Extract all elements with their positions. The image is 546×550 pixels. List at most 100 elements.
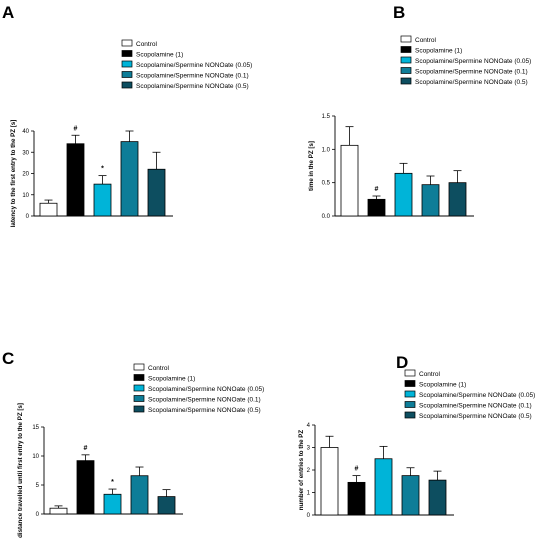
significance-mark: #	[375, 186, 379, 193]
y-tick-label: 10	[22, 193, 29, 199]
panel-letter: B	[393, 3, 405, 22]
bar	[374, 458, 393, 516]
legend-swatch	[400, 67, 412, 74]
y-axis-label: time in the PZ [s]	[308, 141, 315, 191]
y-tick-label: 0.0	[322, 214, 331, 220]
bar	[93, 183, 112, 217]
bar	[320, 447, 339, 516]
legend-entry: Scopolamine/Spermine NONOate (0.1)	[419, 403, 532, 410]
legend-entry: Scopolamine/Spermine NONOate (0.5)	[419, 413, 532, 420]
bar	[394, 172, 413, 217]
bar	[49, 507, 68, 515]
panel-letter: D	[396, 353, 408, 372]
bar	[66, 143, 85, 217]
y-axis-label: latency to the first entry to the PZ [s]	[10, 120, 17, 228]
panel-letter: C	[2, 349, 14, 368]
legend-entry: Scopolamine/Spermine NONOate (0.05)	[148, 386, 264, 393]
significance-mark: #	[84, 445, 88, 452]
panel-d: D Control Scopolamine (1) Scopolamine/Sperm…	[298, 353, 535, 519]
legend-entry: Scopolamine/Spermine NONOate (0.5)	[136, 83, 249, 90]
legend-entry: Control	[419, 371, 441, 378]
y-tick-label: 5	[36, 483, 40, 489]
panel-b: B Control Scopolamine (1) Scopolamine/Sperm…	[308, 3, 531, 220]
bar	[147, 168, 166, 217]
panel-letter: A	[2, 3, 14, 22]
bar	[421, 184, 440, 217]
legend-swatch	[133, 405, 145, 413]
legend-entry: Control	[415, 37, 437, 44]
legend-entry: Scopolamine/Spermine NONOate (0.05)	[136, 62, 252, 69]
legend-swatch	[121, 60, 133, 68]
legend-swatch	[121, 50, 133, 57]
y-tick-label: 10	[32, 454, 39, 460]
legend-entry: Scopolamine/Spermine NONOate (0.05)	[419, 392, 535, 399]
bar	[157, 496, 176, 515]
legend-swatch	[133, 384, 145, 392]
y-tick-label: 0	[307, 513, 311, 519]
bar	[130, 475, 149, 515]
legend-swatch	[121, 39, 133, 47]
panel-c: C Control Scopolamine (1) Scopolamine/Sperm…	[2, 349, 264, 538]
legend: Control Scopolamine (1) Scopolamine/Spermi…	[121, 39, 252, 90]
y-tick-label: 1.0	[322, 147, 331, 153]
y-axis-label: number of entries to the PZ	[298, 430, 305, 511]
bar	[103, 493, 122, 515]
legend-swatch	[121, 71, 133, 78]
significance-mark: *	[101, 166, 104, 173]
legend-swatch	[400, 77, 412, 85]
legend-entry: Scopolamine (1)	[148, 376, 195, 383]
y-tick-label: 0	[26, 214, 30, 220]
y-tick-label: 15	[32, 425, 39, 431]
legend-swatch	[404, 401, 416, 408]
legend-swatch	[404, 411, 416, 419]
bar	[347, 481, 366, 516]
legend-swatch	[404, 380, 416, 387]
bar	[39, 202, 58, 217]
bar	[340, 144, 359, 217]
legend-swatch	[133, 374, 145, 381]
legend-entry: Scopolamine/Spermine NONOate (0.5)	[415, 79, 528, 86]
legend-entry: Scopolamine/Spermine NONOate (0.1)	[136, 73, 249, 80]
y-tick-label: 1.5	[322, 114, 331, 120]
legend-entry: Scopolamine/Spermine NONOate (0.1)	[415, 69, 528, 76]
bar	[367, 198, 386, 217]
legend: Control Scopolamine (1) Scopolamine/Spermi…	[404, 369, 535, 420]
y-tick-label: 2	[307, 468, 311, 474]
significance-mark: #	[355, 466, 359, 473]
y-tick-label: 20	[22, 172, 29, 178]
legend-entry: Scopolamine (1)	[136, 52, 183, 59]
bar	[401, 475, 420, 516]
y-tick-label: 1	[307, 491, 311, 497]
legend-swatch	[404, 390, 416, 398]
legend-swatch	[133, 395, 145, 402]
legend-entry: Control	[148, 365, 170, 372]
legend-swatch	[133, 363, 145, 371]
legend-swatch	[121, 81, 133, 89]
legend-entry: Scopolamine (1)	[415, 48, 462, 55]
bar	[428, 479, 447, 516]
y-tick-label: 40	[22, 129, 29, 135]
legend-swatch	[404, 369, 416, 377]
legend-entry: Control	[136, 41, 158, 48]
bar	[76, 460, 95, 515]
y-tick-label: 0.5	[322, 181, 331, 187]
y-tick-label: 4	[307, 423, 311, 429]
legend-swatch	[400, 56, 412, 64]
legend: Control Scopolamine (1) Scopolamine/Spermi…	[133, 363, 264, 414]
legend-entry: Scopolamine/Spermine NONOate (0.5)	[148, 407, 261, 414]
significance-mark: #	[74, 125, 78, 132]
significance-mark: *	[111, 479, 114, 486]
panel-a: A Control Scopolamine (1) Scopolamine/Sperm…	[2, 3, 252, 227]
legend-swatch	[400, 35, 412, 43]
legend: Control Scopolamine (1) Scopolamine/Spermi…	[400, 35, 531, 86]
legend-entry: Scopolamine/Spermine NONOate (0.1)	[148, 397, 261, 404]
legend-swatch	[400, 46, 412, 53]
bar	[120, 141, 139, 217]
y-tick-label: 0	[36, 512, 40, 518]
bar	[448, 182, 467, 217]
y-tick-label: 30	[22, 150, 29, 156]
y-axis-label: distance travelled until first entry to …	[17, 403, 24, 538]
legend-entry: Scopolamine (1)	[419, 382, 466, 389]
y-tick-label: 3	[307, 446, 311, 452]
